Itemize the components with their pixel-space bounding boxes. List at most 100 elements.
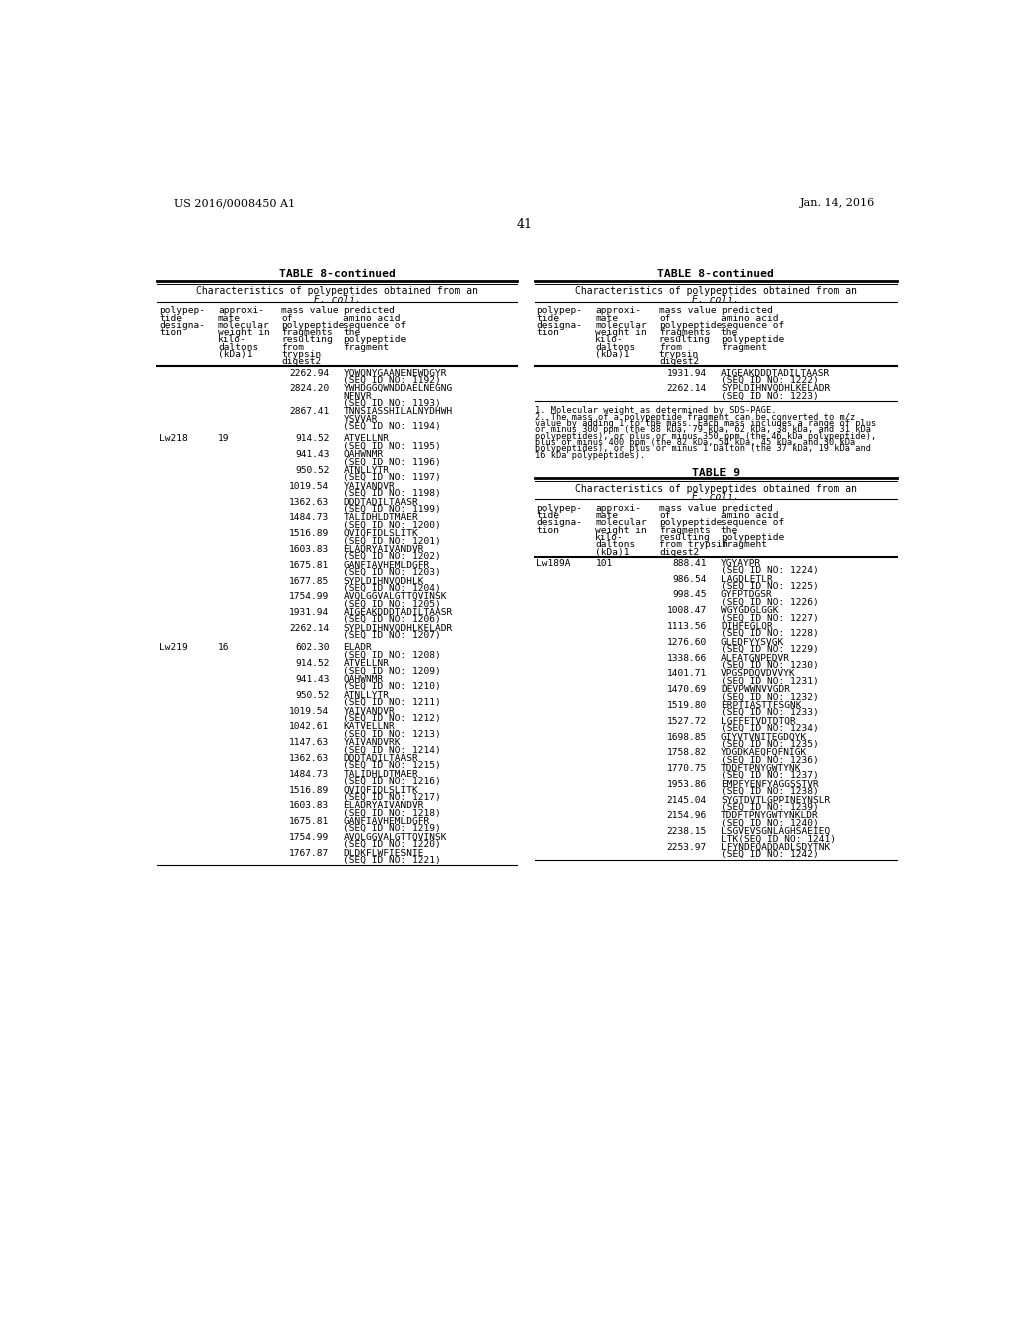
Text: (SEQ ID NO: 1231): (SEQ ID NO: 1231): [721, 677, 818, 685]
Text: 1484.73: 1484.73: [289, 770, 330, 779]
Text: (SEQ ID NO: 1196): (SEQ ID NO: 1196): [343, 458, 441, 466]
Text: Characteristics of polypeptides obtained from an: Characteristics of polypeptides obtained…: [574, 484, 857, 494]
Text: DDDTADILTAASR: DDDTADILTAASR: [343, 754, 418, 763]
Text: 1675.81: 1675.81: [289, 561, 330, 570]
Text: EMPFYENFYAGGSSTVR: EMPFYENFYAGGSSTVR: [721, 780, 818, 789]
Text: fragment: fragment: [343, 343, 389, 352]
Text: daltons: daltons: [218, 343, 258, 352]
Text: QVIQFIDLSLITK: QVIQFIDLSLITK: [343, 529, 418, 539]
Text: ERPTIASTTFSGNK: ERPTIASTTFSGNK: [721, 701, 802, 710]
Text: 2238.15: 2238.15: [667, 828, 707, 837]
Text: from: from: [658, 343, 682, 352]
Text: 1931.94: 1931.94: [667, 368, 707, 378]
Text: TALIDHLDTMAER: TALIDHLDTMAER: [343, 770, 418, 779]
Text: YGYAYPR: YGYAYPR: [721, 558, 761, 568]
Text: (SEQ ID NO: 1218): (SEQ ID NO: 1218): [343, 809, 441, 817]
Text: polypeptide: polypeptide: [343, 335, 407, 345]
Text: 41: 41: [517, 218, 532, 231]
Text: amino acid: amino acid: [721, 314, 778, 322]
Text: tion: tion: [537, 525, 559, 535]
Text: polypeptide: polypeptide: [658, 321, 722, 330]
Text: (SEQ ID NO: 1222): (SEQ ID NO: 1222): [721, 376, 818, 385]
Text: DLDKFLWFIESNIE: DLDKFLWFIESNIE: [343, 849, 424, 858]
Text: (kDa)1: (kDa)1: [595, 548, 630, 557]
Text: YQWQNYGAANENEWDGYR: YQWQNYGAANENEWDGYR: [343, 368, 446, 378]
Text: molecular: molecular: [595, 519, 647, 528]
Text: resulting: resulting: [658, 533, 711, 543]
Text: 914.52: 914.52: [295, 659, 330, 668]
Text: YWHDGGQWNDDAELNEGNG: YWHDGGQWNDDAELNEGNG: [343, 384, 453, 393]
Text: the: the: [343, 329, 360, 337]
Text: (SEQ ID NO: 1216): (SEQ ID NO: 1216): [343, 777, 441, 787]
Text: GYFPTDGSR: GYFPTDGSR: [721, 590, 773, 599]
Text: ELADRYAIVANDVR: ELADRYAIVANDVR: [343, 801, 424, 810]
Text: TALIDHLDTMAER: TALIDHLDTMAER: [343, 513, 418, 523]
Text: 1019.54: 1019.54: [289, 706, 330, 715]
Text: digest2: digest2: [282, 358, 322, 367]
Text: 1147.63: 1147.63: [289, 738, 330, 747]
Text: Jan. 14, 2016: Jan. 14, 2016: [800, 198, 876, 209]
Text: SYPLDIHNVQDHLKELADR: SYPLDIHNVQDHLKELADR: [721, 384, 830, 393]
Text: (SEQ ID NO: 1203): (SEQ ID NO: 1203): [343, 568, 441, 577]
Text: QAHWNMR: QAHWNMR: [343, 450, 384, 459]
Text: sequence of: sequence of: [721, 519, 784, 528]
Text: 1470.69: 1470.69: [667, 685, 707, 694]
Text: (SEQ ID NO: 1238): (SEQ ID NO: 1238): [721, 787, 818, 796]
Text: fragments: fragments: [658, 329, 711, 337]
Text: 1758.82: 1758.82: [667, 748, 707, 758]
Text: weight in: weight in: [218, 329, 269, 337]
Text: US 2016/0008450 A1: US 2016/0008450 A1: [174, 198, 296, 209]
Text: ELADRYAIVANDVR: ELADRYAIVANDVR: [343, 545, 424, 554]
Text: of: of: [658, 314, 671, 322]
Text: Lw219: Lw219: [159, 644, 187, 652]
Text: Characteristics of polypeptides obtained from an: Characteristics of polypeptides obtained…: [574, 286, 857, 296]
Text: approxi-: approxi-: [595, 504, 641, 513]
Text: designa-: designa-: [159, 321, 205, 330]
Text: polypeptide: polypeptide: [721, 533, 784, 543]
Text: DEVPWWNVVGDR: DEVPWWNVVGDR: [721, 685, 790, 694]
Text: GLEDFYYSVGK: GLEDFYYSVGK: [721, 638, 784, 647]
Text: resulting: resulting: [658, 335, 711, 345]
Text: 2262.14: 2262.14: [667, 384, 707, 393]
Text: weight in: weight in: [595, 329, 647, 337]
Text: tide: tide: [537, 314, 559, 322]
Text: GANFIAVHEMLDGFR: GANFIAVHEMLDGFR: [343, 817, 430, 826]
Text: molecular: molecular: [595, 321, 647, 330]
Text: YAIVANDVR: YAIVANDVR: [343, 706, 395, 715]
Text: approxi-: approxi-: [595, 306, 641, 315]
Text: LTK(SEQ ID NO: 1241): LTK(SEQ ID NO: 1241): [721, 834, 836, 843]
Text: TDDFTPNYGWTYNK: TDDFTPNYGWTYNK: [721, 764, 802, 774]
Text: (SEQ ID NO: 1202): (SEQ ID NO: 1202): [343, 552, 441, 561]
Text: (SEQ ID NO: 1220): (SEQ ID NO: 1220): [343, 841, 441, 849]
Text: 2253.97: 2253.97: [667, 843, 707, 851]
Text: ATNLLYTR: ATNLLYTR: [343, 466, 389, 475]
Text: TABLE 9: TABLE 9: [692, 467, 740, 478]
Text: LFYNDFQADDADLSDYTNK: LFYNDFQADDADLSDYTNK: [721, 843, 830, 851]
Text: amino acid: amino acid: [721, 511, 778, 520]
Text: (SEQ ID NO: 1197): (SEQ ID NO: 1197): [343, 474, 441, 482]
Text: (SEQ ID NO: 1217): (SEQ ID NO: 1217): [343, 793, 441, 801]
Text: (SEQ ID NO: 1225): (SEQ ID NO: 1225): [721, 582, 818, 591]
Text: Lw189A: Lw189A: [537, 558, 571, 568]
Text: 950.52: 950.52: [295, 466, 330, 475]
Text: designa-: designa-: [537, 519, 583, 528]
Text: (SEQ ID NO: 1221): (SEQ ID NO: 1221): [343, 857, 441, 865]
Text: TABLE 8-continued: TABLE 8-continued: [279, 268, 395, 279]
Text: 2262.94: 2262.94: [289, 368, 330, 378]
Text: resulting: resulting: [282, 335, 333, 345]
Text: 1675.81: 1675.81: [289, 817, 330, 826]
Text: 2. The mass of a polypeptide fragment can be converted to m/z: 2. The mass of a polypeptide fragment ca…: [535, 413, 855, 421]
Text: 101: 101: [595, 558, 612, 568]
Text: AIGEAKDDDTADILTAASR: AIGEAKDDDTADILTAASR: [343, 609, 453, 616]
Text: (SEQ ID NO: 1192): (SEQ ID NO: 1192): [343, 376, 441, 385]
Text: (SEQ ID NO: 1223): (SEQ ID NO: 1223): [721, 392, 818, 401]
Text: kilo-: kilo-: [218, 335, 247, 345]
Text: 19: 19: [218, 434, 229, 444]
Text: (kDa)1: (kDa)1: [595, 350, 630, 359]
Text: polypeptides), or plus or minus 350 ppm (the 46 kDa polypeptide),: polypeptides), or plus or minus 350 ppm …: [535, 432, 877, 441]
Text: mass value: mass value: [658, 306, 717, 315]
Text: weight in: weight in: [595, 525, 647, 535]
Text: kilo-: kilo-: [595, 335, 624, 345]
Text: polypeptides), or plus or minus 1 Dalton (the 37 kDa, 19 kDa and: polypeptides), or plus or minus 1 Dalton…: [535, 445, 870, 453]
Text: 1516.89: 1516.89: [289, 785, 330, 795]
